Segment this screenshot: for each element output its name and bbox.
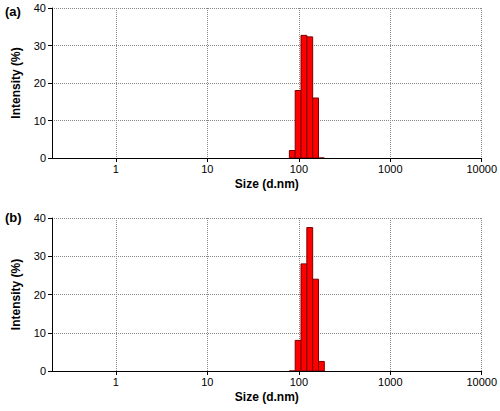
svg-text:0: 0 [40,152,46,164]
svg-text:100: 100 [290,376,308,388]
svg-text:20: 20 [34,289,46,301]
svg-text:1: 1 [113,376,119,388]
svg-text:Size (d.nm): Size (d.nm) [235,390,299,404]
svg-text:Size (d.nm): Size (d.nm) [235,177,299,191]
svg-text:10: 10 [34,327,46,339]
svg-text:10000: 10000 [466,376,497,388]
svg-text:10: 10 [201,376,213,388]
svg-text:10: 10 [201,163,213,175]
svg-text:(b): (b) [5,210,22,225]
svg-text:1: 1 [113,163,119,175]
svg-text:20: 20 [34,77,46,89]
svg-text:10000: 10000 [466,163,497,175]
svg-text:40: 40 [34,2,46,14]
svg-text:1000: 1000 [378,163,402,175]
svg-text:30: 30 [34,250,46,262]
svg-text:10: 10 [34,115,46,127]
svg-text:100: 100 [290,163,308,175]
svg-text:Intensity (%): Intensity (%) [9,259,23,330]
svg-text:30: 30 [34,40,46,52]
svg-text:Intensity (%): Intensity (%) [9,47,23,118]
svg-text:40: 40 [34,212,46,224]
svg-text:(a): (a) [5,4,21,19]
svg-text:1000: 1000 [378,376,402,388]
svg-text:0: 0 [40,365,46,377]
